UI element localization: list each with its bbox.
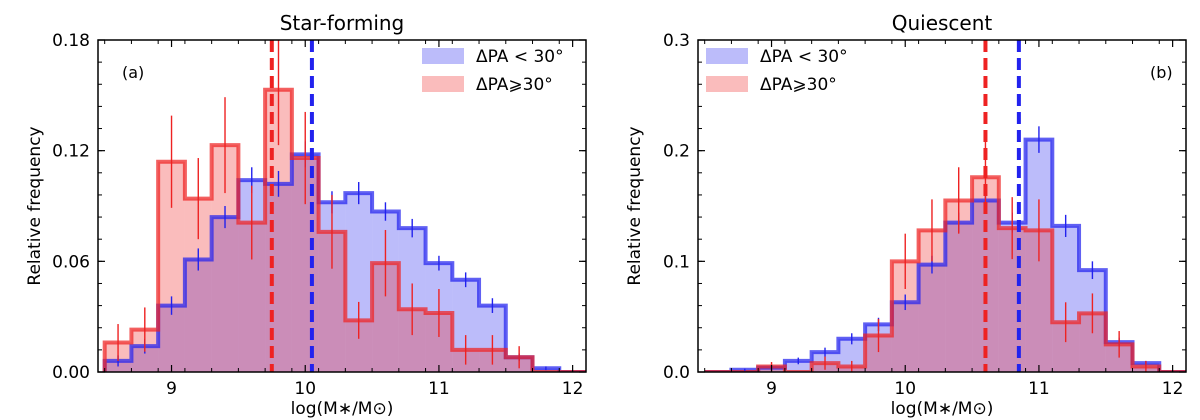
panel-b: 9 10 11 12 0.0 0.1 0.2 0.3 Quiescent log(M∗/M⊙) Re… xyxy=(625,11,1187,419)
x-tick-label: 11 xyxy=(428,379,450,399)
legend-label: ΔPA⩾30° xyxy=(760,75,837,95)
y-axis-label: Relative frequency xyxy=(25,126,45,285)
y-tick-label: 0.00 xyxy=(52,363,90,383)
x-tick-label: 12 xyxy=(1162,379,1184,399)
x-axis-label: log(M∗/M⊙) xyxy=(891,399,994,419)
y-tick-label: 0.1 xyxy=(663,252,690,272)
legend-swatch xyxy=(422,48,464,64)
y-tick-label: 0.2 xyxy=(663,142,690,162)
series-step-line-1 xyxy=(704,175,1186,372)
x-tick-label: 11 xyxy=(1028,379,1050,399)
panel-label: (b) xyxy=(1150,63,1173,82)
legend-label: ΔPA < 30° xyxy=(476,47,564,67)
legend-swatch xyxy=(422,76,464,92)
histogram-bar xyxy=(345,193,373,372)
y-tick-label: 0.18 xyxy=(52,31,90,51)
histogram-bar xyxy=(1052,225,1080,372)
y-tick-label: 0.0 xyxy=(663,363,690,383)
plot-area xyxy=(102,40,586,372)
histogram-bar xyxy=(918,264,946,372)
histogram-bar xyxy=(945,222,973,372)
panel-label: (a) xyxy=(122,63,144,82)
series-errorbars-1 xyxy=(117,40,520,369)
legend-label: ΔPA < 30° xyxy=(760,47,848,67)
x-tick-label: 12 xyxy=(562,379,584,399)
histogram-bar xyxy=(211,217,239,372)
histogram-bar xyxy=(784,360,812,372)
histogram-bar xyxy=(184,259,212,372)
legend-swatch xyxy=(706,76,748,92)
legend-swatch xyxy=(706,48,748,64)
axes-frame xyxy=(697,39,1187,373)
legend: ΔPA < 30° ΔPA⩾30° xyxy=(706,47,848,95)
series-step-line-0 xyxy=(102,152,586,372)
panel-a: 9 10 11 12 0.00 0.06 0.12 0.18 Star-forming log(M… xyxy=(25,11,587,419)
chart-title: Star-forming xyxy=(280,11,405,35)
y-tick-label: 0.12 xyxy=(52,142,90,162)
x-tick-label: 9 xyxy=(166,379,177,399)
chart-title: Quiescent xyxy=(892,11,993,35)
y-tick-label: 0.06 xyxy=(52,252,90,272)
series-step-line-0 xyxy=(704,137,1186,372)
x-tick-label: 10 xyxy=(294,379,316,399)
plot-area xyxy=(704,40,1186,372)
legend-label: ΔPA⩾30° xyxy=(476,75,553,95)
histogram-bar xyxy=(891,302,919,372)
x-axis-label: log(M∗/M⊙) xyxy=(291,399,394,419)
legend: ΔPA < 30° ΔPA⩾30° xyxy=(422,47,564,95)
histogram-bar xyxy=(265,183,292,372)
histogram-bar xyxy=(158,305,185,372)
axes-frame xyxy=(97,39,587,373)
series-step-line-1 xyxy=(102,87,586,372)
y-tick-label: 0.3 xyxy=(663,31,690,51)
x-tick-label: 10 xyxy=(894,379,916,399)
x-tick-label: 9 xyxy=(766,379,777,399)
y-axis-label: Relative frequency xyxy=(625,126,645,285)
